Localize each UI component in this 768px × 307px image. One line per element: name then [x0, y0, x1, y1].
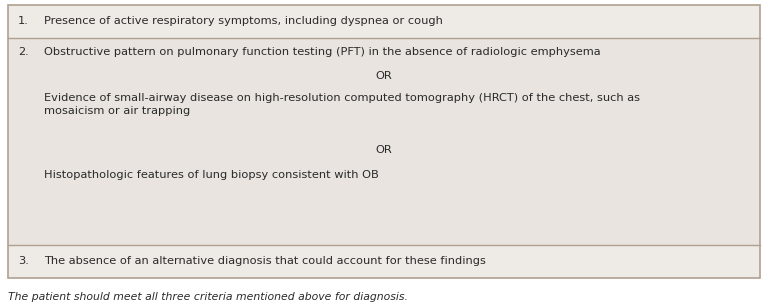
Text: OR: OR — [376, 145, 392, 155]
Text: The patient should meet all three criteria mentioned above for diagnosis.: The patient should meet all three criter… — [8, 292, 408, 302]
Text: OR: OR — [376, 71, 392, 81]
Text: Evidence of small-airway disease on high-resolution computed tomography (HRCT) o: Evidence of small-airway disease on high… — [44, 93, 640, 116]
Text: The absence of an alternative diagnosis that could account for these findings: The absence of an alternative diagnosis … — [44, 257, 486, 266]
Bar — [8, 38, 760, 245]
Text: 3.: 3. — [18, 257, 29, 266]
Bar — [8, 5, 760, 38]
Bar — [8, 245, 760, 278]
Text: 1.: 1. — [18, 17, 29, 26]
Text: Presence of active respiratory symptoms, including dyspnea or cough: Presence of active respiratory symptoms,… — [44, 17, 443, 26]
Text: Histopathologic features of lung biopsy consistent with OB: Histopathologic features of lung biopsy … — [44, 170, 379, 180]
Text: Obstructive pattern on pulmonary function testing (PFT) in the absence of radiol: Obstructive pattern on pulmonary functio… — [44, 47, 601, 57]
Bar — [8, 5, 760, 278]
Text: 2.: 2. — [18, 47, 28, 57]
